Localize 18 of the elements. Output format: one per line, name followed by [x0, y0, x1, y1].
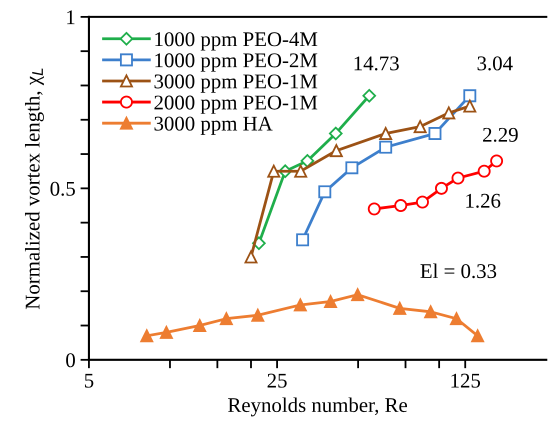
legend-label: 1000 ppm PEO-4M — [155, 32, 318, 50]
x-tick-label: 125 — [451, 374, 480, 388]
legend-label: 1000 ppm PEO-2M — [155, 53, 318, 72]
y-tick-label: 1 — [67, 10, 74, 24]
y-tick-label: 0.5 — [50, 182, 75, 196]
annotation: 2.29 — [483, 128, 518, 142]
annotation: 1.26 — [466, 194, 500, 208]
y-axis-title: Normalized vortex length, χ$_{L}$ — [24, 68, 44, 310]
legend-label: 2000 ppm PEO-1M — [154, 96, 318, 114]
annotation: 3.04 — [478, 56, 513, 71]
x-tick-label: 25 — [268, 374, 287, 388]
annotation: El = 0.33 — [420, 263, 496, 278]
y-tick-label: 0 — [66, 353, 75, 368]
legend-label: 3000 ppm HA — [154, 116, 273, 135]
annotation: 14.73 — [354, 56, 399, 71]
x-axis-title: Reynolds number, Re — [228, 397, 408, 416]
x-tick-label: 5 — [84, 374, 94, 388]
legend-label: 3000 ppm PEO-1M — [154, 74, 318, 93]
